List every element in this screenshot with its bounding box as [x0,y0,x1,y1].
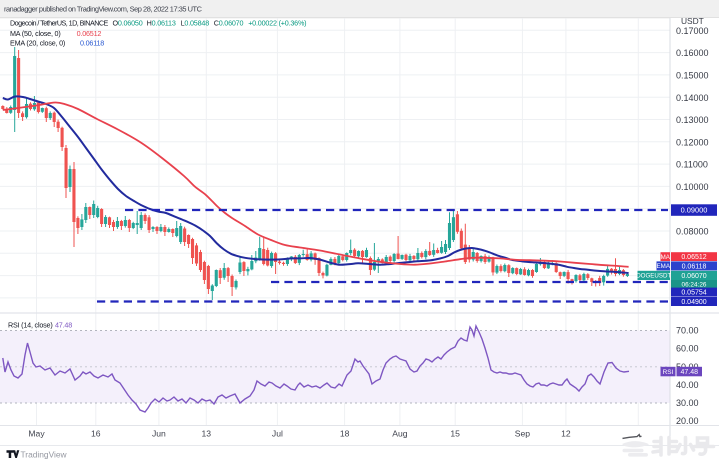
svg-text:Dogecoin / TetherUS, 1D, BINAN: Dogecoin / TetherUS, 1D, BINANCE [10,18,108,27]
svg-text:0.13000: 0.13000 [676,115,709,125]
svg-text:O0.06050: O0.06050 [113,18,143,27]
svg-text:13: 13 [202,429,212,439]
svg-text:0.06512: 0.06512 [77,29,102,38]
svg-text:May: May [28,429,45,439]
svg-text:0.10000: 0.10000 [676,182,709,192]
svg-text:Sep: Sep [515,429,531,439]
svg-text:16: 16 [91,429,101,439]
svg-text:40.00: 40.00 [676,380,699,390]
svg-text:47.48: 47.48 [55,321,72,330]
svg-text:0.06118: 0.06118 [80,39,104,48]
svg-text:0.08000: 0.08000 [676,227,709,237]
svg-text:0.16000: 0.16000 [676,48,709,58]
svg-text:ranadagger published on Tradin: ranadagger published on TradingView.com,… [4,5,203,14]
svg-text:RSI (14, close): RSI (14, close) [8,321,53,330]
svg-text:Aug: Aug [392,429,408,439]
svg-text:0.06118: 0.06118 [682,263,707,270]
svg-text:15: 15 [450,429,460,439]
svg-text:0.17000: 0.17000 [676,26,709,36]
svg-text:C0.06070: C0.06070 [214,18,244,27]
svg-text:TradingView: TradingView [21,450,68,460]
svg-text:EMA (20, close, 0): EMA (20, close, 0) [10,39,65,48]
svg-text:18: 18 [340,429,350,439]
svg-text:EMA: EMA [657,263,671,270]
svg-text:06:24:26: 06:24:26 [682,281,707,288]
svg-text:60.00: 60.00 [676,344,699,354]
svg-text:Jun: Jun [152,429,166,439]
svg-text:DOGEUSDT: DOGEUSDT [636,273,671,280]
svg-text:0.09000: 0.09000 [681,206,708,215]
svg-text:MA (50, close, 0): MA (50, close, 0) [10,29,61,38]
svg-text:0.14000: 0.14000 [676,93,709,103]
svg-text:0.06070: 0.06070 [681,273,706,280]
svg-text:+0.00022 (+0.36%): +0.00022 (+0.36%) [248,18,306,27]
svg-text:L0.05848: L0.05848 [181,18,210,27]
svg-text:0.06512: 0.06512 [681,254,706,261]
svg-text:0.11000: 0.11000 [676,160,708,170]
svg-text:0.12000: 0.12000 [676,137,709,147]
svg-text:0.05754: 0.05754 [681,290,706,297]
svg-text:RSI: RSI [663,369,674,376]
svg-text:MA: MA [661,254,671,261]
svg-text:20.00: 20.00 [676,416,699,426]
svg-text:30.00: 30.00 [676,398,699,408]
svg-text:USDT: USDT [681,16,704,26]
svg-text:47.48: 47.48 [680,369,698,376]
svg-text:H0.06113: H0.06113 [147,18,176,27]
svg-text:70.00: 70.00 [676,326,699,336]
svg-text:12: 12 [561,429,571,439]
svg-text:0.04900: 0.04900 [681,299,706,306]
svg-text:Jul: Jul [272,429,283,439]
svg-text:0.15000: 0.15000 [676,71,709,81]
